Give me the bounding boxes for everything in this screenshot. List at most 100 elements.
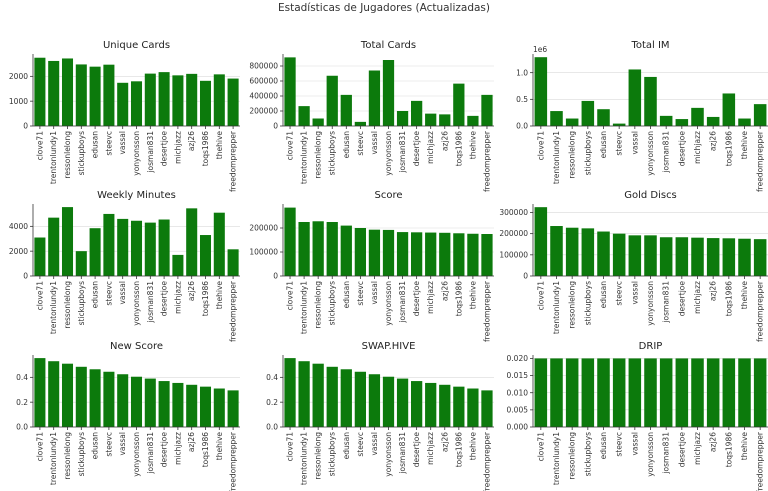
x-tick-label: freedomprepper	[756, 431, 765, 491]
bar-steevc	[612, 358, 626, 427]
bar-edusan	[89, 228, 101, 276]
x-tick-label: clove71	[536, 281, 545, 311]
x-tick-label: desertjoe	[160, 432, 169, 468]
x-tick-label: toqs1986	[201, 131, 210, 167]
bar-josman831	[396, 378, 409, 427]
bar-freedomprepper	[481, 390, 493, 427]
bar-ressonlelong	[61, 363, 74, 427]
bar-desertjoe	[411, 232, 423, 276]
bar-thehive	[467, 115, 479, 126]
x-tick-label: azj26	[440, 131, 449, 151]
y-tick-label: 400000	[249, 92, 278, 101]
bar-edusan	[340, 225, 352, 276]
bar-toqs1986	[453, 233, 465, 276]
bar-stickupboys	[326, 222, 338, 276]
x-tick-label: clove71	[536, 432, 545, 462]
x-tick-label: edusan	[342, 131, 351, 159]
bar-clove71	[284, 207, 296, 276]
x-tick-label: trentonlundy1	[552, 131, 561, 184]
figure-title: Estadísticas de Jugadores (Actualizadas)	[277, 2, 491, 14]
bar-trentonlundy1	[298, 361, 310, 427]
bar-clove71	[534, 57, 548, 127]
subplot-swap-hive: SWAP.HIVE 0.0 0.2 0.4 clove71 trentonlundy1 re…	[266, 341, 494, 491]
bar-michjazz	[425, 232, 437, 276]
x-tick-label: josman831	[398, 281, 407, 324]
x-tick-label: josman831	[398, 432, 407, 475]
bar-ressonlelong	[565, 118, 579, 126]
x-tick-label: desertjoe	[677, 432, 686, 468]
bar-steevc	[612, 123, 626, 126]
bar-trentonlundy1	[298, 106, 310, 126]
bar-thehive	[738, 358, 751, 427]
bar-freedomprepper	[481, 234, 493, 276]
x-tick-label: michjazz	[693, 131, 702, 164]
y-tick-label: 100000	[499, 250, 528, 259]
y-tick-label: 0.4	[16, 373, 28, 382]
bar-edusan	[89, 369, 101, 427]
bar-yonyonsson	[130, 220, 143, 276]
bar-toqs1986	[722, 238, 736, 276]
bar-stickupboys	[75, 251, 87, 276]
x-tick-label: yonyonsson	[132, 131, 141, 176]
bar-azj26	[439, 114, 451, 126]
x-tick-label: thehive	[215, 432, 224, 461]
bar-edusan	[597, 358, 610, 427]
bar-vassal	[628, 235, 642, 276]
x-tick-label: thehive	[215, 131, 224, 160]
x-tick-label: azj26	[187, 432, 196, 452]
x-tick-label: trentonlundy1	[552, 432, 561, 485]
y-tick-label: 200000	[249, 224, 278, 233]
bar-stickupboys	[326, 75, 338, 126]
bar-ressonlelong	[312, 118, 324, 126]
bar-desertjoe	[411, 100, 423, 126]
x-tick-label: trentonlundy1	[552, 281, 561, 334]
x-tick-label: desertjoe	[677, 131, 686, 167]
x-tick-label: vassal	[370, 131, 379, 155]
x-tick-label: yonyonsson	[384, 281, 393, 326]
bar-azj26	[439, 384, 451, 427]
x-tick-label: freedomprepper	[229, 431, 238, 491]
y-tick-label: 0.020	[507, 354, 529, 363]
x-tick-label: trentonlundy1	[49, 432, 58, 485]
bar-steevc	[354, 121, 366, 126]
y-tick-label: 0	[523, 272, 528, 281]
x-tick-label: josman831	[146, 432, 155, 475]
y-tick-label: 0.000	[507, 423, 529, 432]
y-tick-label: 0.005	[507, 405, 529, 414]
bar-azj26	[186, 384, 198, 427]
bar-josman831	[396, 232, 409, 276]
x-tick-label: clove71	[286, 432, 295, 462]
subplot-title: Total IM	[630, 40, 669, 51]
x-tick-label: toqs1986	[724, 131, 733, 167]
bar-edusan	[89, 66, 101, 126]
bar-michjazz	[425, 113, 437, 126]
x-tick-label: ressonlelong	[568, 131, 577, 179]
x-tick-label: trentonlundy1	[49, 131, 58, 184]
bar-yonyonsson	[382, 60, 395, 126]
bar-yonyonsson	[644, 235, 657, 276]
bar-yonyonsson	[130, 81, 143, 126]
bar-trentonlundy1	[48, 361, 60, 427]
bar-josman831	[144, 378, 156, 427]
subplot-new-score: New Score 0.0 0.2 0.4 clove71 trentonlundy1 re…	[16, 341, 240, 491]
bar-michjazz	[172, 75, 184, 126]
x-tick-label: stickupboys	[328, 131, 337, 175]
bar-ressonlelong	[565, 227, 579, 276]
y-tick-label: 200000	[499, 229, 528, 238]
x-tick-label: thehive	[468, 432, 477, 461]
x-tick-label: clove71	[286, 131, 295, 161]
x-tick-label: thehive	[740, 131, 749, 160]
x-tick-label: ressonlelong	[63, 281, 72, 329]
x-tick-label: josman831	[398, 131, 407, 174]
bar-yonyonsson	[382, 229, 395, 276]
x-tick-label: stickupboys	[77, 432, 86, 476]
y-tick-label: 0.0	[266, 423, 278, 432]
x-tick-label: desertjoe	[160, 281, 169, 317]
x-tick-label: toqs1986	[724, 281, 733, 317]
x-tick-label: ressonlelong	[314, 131, 323, 179]
x-tick-label: azj26	[440, 432, 449, 452]
subplot-title: Gold Discs	[624, 190, 677, 201]
bar-vassal	[628, 69, 642, 126]
subplot-weekly-minutes: Weekly Minutes 0 2000 4000 clove71 trentonlun…	[9, 190, 240, 342]
y-tick-label: 200000	[249, 107, 278, 116]
